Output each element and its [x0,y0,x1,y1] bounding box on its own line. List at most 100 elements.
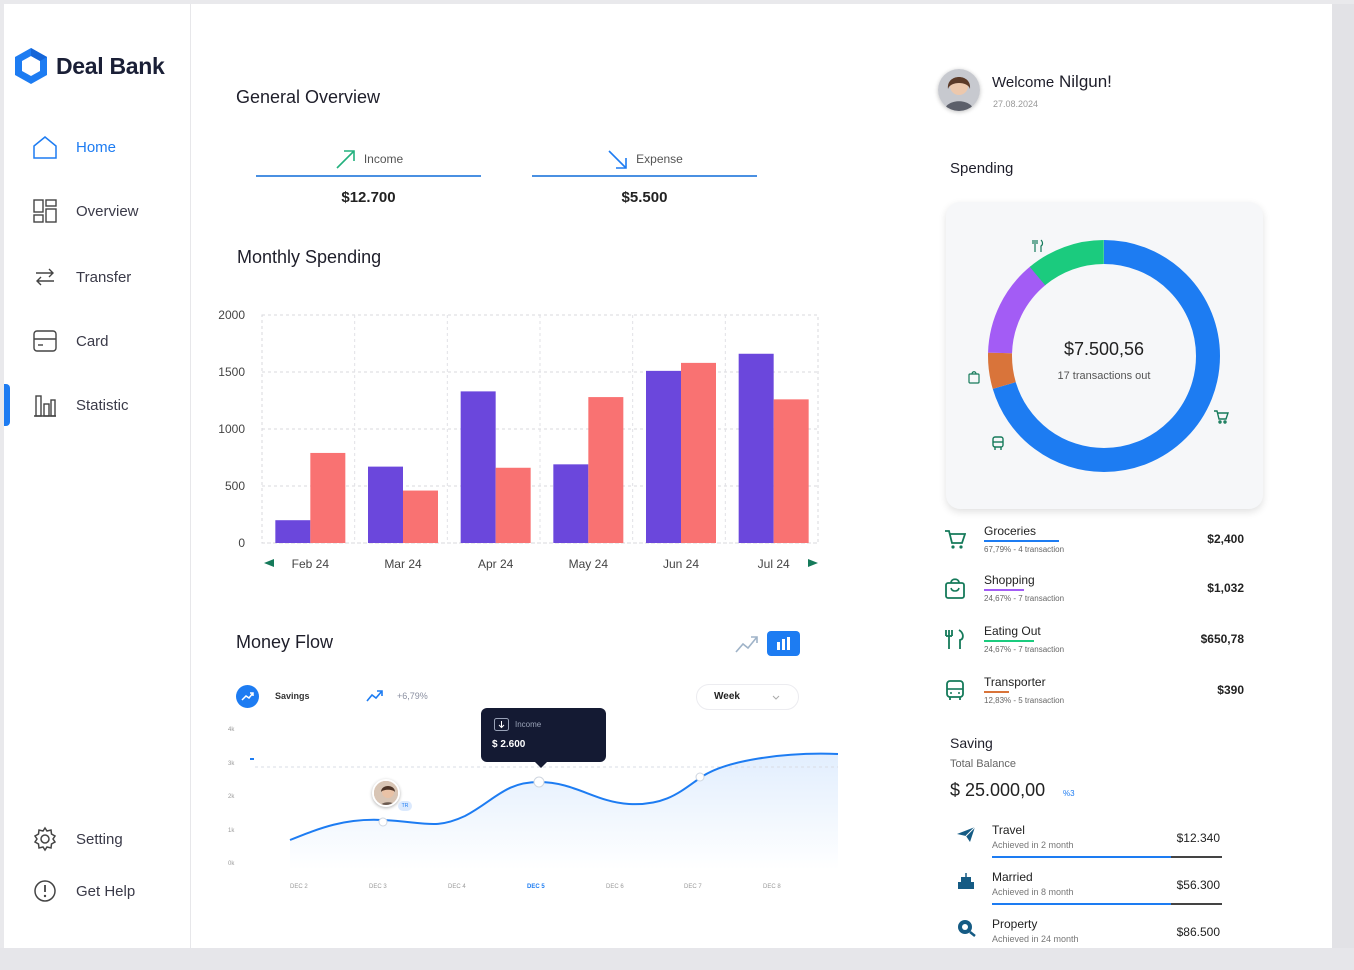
y-tick: 0k [228,861,235,867]
hexagon-logo-icon [15,48,47,84]
period-select[interactable]: Week [696,684,799,710]
welcome-prefix: Welcome [992,74,1055,91]
x-tick-label: Feb 24 [292,557,330,571]
spending-title: Spending [950,160,1014,177]
user-avatar[interactable] [938,69,980,111]
saving-goal[interactable]: Travel Achieved in 2 month $12.340 [956,823,1224,865]
goal-detail: Achieved in 24 month [992,934,1079,944]
savings-badge [236,685,259,708]
list-item[interactable]: Groceries 67,79% - 4 transaction $2,400 [944,524,1254,564]
list-item[interactable]: Transporter 12,83% - 5 transaction $390 [944,675,1254,715]
chart-bar [403,490,438,543]
saving-goal[interactable]: Property Achieved in 24 month $86.500 [956,917,1224,945]
goal-progress-fill [992,856,1172,858]
bar-chart-toggle-button[interactable] [767,631,800,656]
x-tick: DEC 7 [684,884,702,890]
chart-bar [310,452,346,543]
avatar-image [374,781,398,805]
chart-bar [495,467,531,543]
chart-bar [588,397,624,543]
income-value: $12.700 [341,189,396,206]
category-underline [984,640,1034,642]
plane-icon [957,826,976,842]
y-tick: 4k [228,727,235,733]
chart-bar [681,362,716,543]
flow-point[interactable] [533,776,545,788]
flow-point[interactable] [695,772,705,782]
sidebar-item-card[interactable]: Card [32,328,109,354]
money-flow-title: Money Flow [236,632,334,652]
page-title: General Overview [236,87,381,107]
balance-label: Total Balance [950,758,1017,770]
category-name: Shopping [984,573,1035,587]
transfer-icon [36,268,54,286]
cart-icon [945,530,966,549]
y-tick-label: 1000 [218,422,245,436]
category-detail: 24,67% - 7 transaction [984,645,1065,654]
flow-avatar[interactable] [372,779,400,807]
category-detail: 67,79% - 4 transaction [984,545,1065,554]
info-icon [34,880,56,902]
donut-segment-eating[interactable] [988,240,1220,472]
income-label: Income [363,152,404,166]
x-tick: DEC 8 [763,884,781,890]
y-tick: 1k [228,828,235,834]
sidebar-item-label: Get Help [76,882,136,900]
chart-bar [553,464,589,543]
chart-bar [773,399,809,543]
cart-icon [1214,410,1229,424]
current-date: 27.08.2024 [993,99,1039,109]
line-chart-toggle-icon[interactable] [734,632,760,656]
grid-icon [33,199,57,223]
category-underline [984,540,1059,542]
category-amount: $2,400 [1207,532,1244,546]
sidebar-item-transfer[interactable]: Transfer [32,264,131,290]
fork-knife-icon [945,629,964,649]
sidebar-item-label: Setting [76,830,123,848]
expense-card[interactable]: Expense $5.500 [532,143,757,206]
spending-subtitle: 17 transactions out [1057,370,1151,382]
category-name: Transporter [984,675,1046,689]
bag-icon [968,371,980,384]
period-select-value: Week [714,691,740,702]
list-item[interactable]: Shopping 24,67% - 7 transaction $1,032 [944,573,1254,613]
balance-value: $ 25.000,00 [950,780,1046,800]
brand-name: Deal Bank [56,52,165,79]
y-tick: 3k [228,761,235,767]
chart-bar [460,391,496,543]
active-indicator [4,384,10,426]
sidebar-item-label: Overview [76,202,139,220]
x-tick-label: Jul 24 [758,557,790,571]
brand-logo[interactable]: Deal Bank [12,46,165,86]
flow-point[interactable] [378,817,388,827]
chart-bar [646,370,681,543]
scroll-left-arrow-icon [264,559,274,567]
flow-area [290,753,838,870]
sidebar-item-label: Transfer [76,268,132,286]
x-tick-label: Mar 24 [384,557,422,571]
list-item[interactable]: Eating Out 24,67% - 7 transaction $650,7… [944,624,1254,664]
sidebar-item-get-help[interactable]: Get Help [32,878,135,904]
category-detail: 12,83% - 5 transaction [984,696,1065,705]
sidebar-item-home[interactable]: Home [32,134,116,160]
donut-segment-transport[interactable] [988,240,1220,472]
monthly-spending-title: Monthly Spending [237,247,382,267]
income-card[interactable]: Income $12.700 [256,143,481,206]
expense-value: $5.500 [621,189,668,206]
category-amount: $1,032 [1207,581,1244,595]
tooltip-label: Income [515,720,542,729]
user-name: Nilgun! [1058,72,1112,91]
sidebar-item-statistic[interactable]: Statistic [32,392,129,418]
bus-icon [946,680,964,700]
gear-icon [33,826,57,852]
arrow-down-right-icon [608,150,627,169]
bar-chart-icon [777,637,790,650]
welcome-message: Welcome Nilgun! [992,72,1112,92]
saving-goal[interactable]: Married Achieved in 8 month $56.300 [956,870,1224,912]
x-tick: DEC 3 [369,884,387,890]
sidebar-item-overview[interactable]: Overview [32,198,139,224]
sidebar-item-label: Card [76,332,109,350]
x-tick: DEC 4 [448,884,466,890]
goal-amount: $86.500 [1176,925,1220,939]
sidebar-item-setting[interactable]: Setting [32,826,123,852]
